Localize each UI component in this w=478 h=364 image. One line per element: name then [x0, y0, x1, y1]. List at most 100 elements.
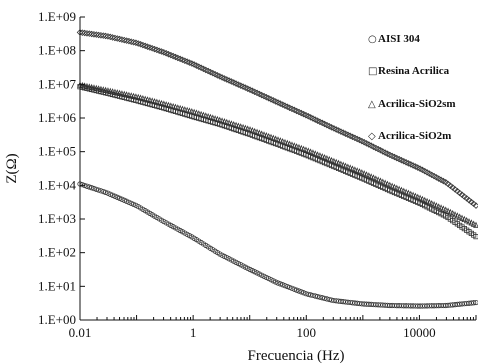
data-point [407, 190, 414, 197]
data-point [468, 219, 475, 226]
data-point [424, 197, 430, 205]
data-point [258, 130, 265, 137]
data-point [277, 281, 283, 287]
data-point [294, 287, 300, 293]
data-point [268, 133, 274, 141]
data-point [412, 192, 419, 199]
data-point [95, 31, 102, 39]
data-point [121, 197, 127, 203]
y-tick-label: 1.E+05 [38, 144, 76, 159]
legend-item: ◇ Acrilica-SiO2m [368, 130, 451, 142]
data-point [221, 118, 228, 125]
data-point [312, 150, 319, 157]
data-point [452, 211, 458, 218]
data-point [84, 183, 90, 189]
data-point [398, 186, 405, 193]
data-point [328, 156, 335, 164]
data-point [207, 113, 214, 120]
data-point [123, 37, 130, 44]
data-point [279, 137, 286, 145]
data-point [340, 161, 347, 168]
data-point [195, 110, 202, 117]
data-point [454, 212, 461, 219]
y-tick-label: 1.E+01 [38, 278, 76, 293]
data-point [254, 128, 260, 135]
data-point [400, 187, 407, 194]
data-point [93, 31, 100, 38]
data-point [345, 163, 351, 170]
data-point [116, 35, 123, 43]
data-point [103, 189, 109, 195]
data-point [342, 162, 349, 169]
data-point [212, 115, 218, 122]
data-point [89, 185, 95, 191]
data-point [287, 284, 293, 291]
data-point [466, 218, 472, 225]
data-point [93, 186, 99, 192]
data-point [228, 120, 235, 127]
series-layer [76, 29, 478, 309]
data-point [249, 126, 256, 134]
data-point [438, 204, 444, 211]
data-point [307, 148, 314, 155]
data-point [384, 180, 391, 187]
data-point [79, 29, 86, 36]
data-point [459, 214, 465, 221]
data-point [310, 292, 316, 299]
x-axis-title: Frecuencia (Hz) [247, 348, 344, 364]
y-tick-label: 1.E+02 [38, 245, 76, 260]
data-point [410, 191, 416, 198]
data-point [289, 141, 295, 148]
data-point [117, 195, 123, 201]
data-point [435, 203, 442, 210]
data-point [128, 200, 134, 206]
data-point [86, 184, 92, 190]
data-point [233, 121, 239, 128]
data-point [382, 179, 388, 186]
data-point [426, 198, 433, 206]
data-point [431, 201, 437, 208]
data-point [403, 188, 409, 195]
data-point [396, 185, 402, 192]
data-point [205, 113, 211, 120]
data-point [216, 116, 223, 123]
data-point [356, 168, 363, 175]
data-point [100, 32, 107, 39]
data-point [261, 131, 267, 138]
data-point [319, 295, 325, 301]
data-point [230, 120, 237, 128]
data-point [96, 187, 102, 193]
y-tick-label: 1.E+09 [38, 9, 76, 24]
data-point [326, 155, 333, 163]
data-point [86, 30, 93, 37]
data-point [111, 34, 119, 42]
y-tick-label: 1.E+07 [38, 76, 77, 91]
data-point [289, 285, 295, 291]
legend-label: Acrilica-SiO2sm [378, 98, 456, 110]
data-point [361, 170, 368, 177]
data-point [414, 193, 421, 200]
data-point [284, 283, 290, 290]
data-point [282, 283, 288, 289]
data-point [314, 151, 321, 158]
y-tick-label: 1.E+03 [38, 211, 76, 226]
data-point [240, 123, 246, 131]
data-point [326, 296, 332, 303]
data-point [112, 193, 118, 199]
data-point [83, 30, 91, 37]
data-point [265, 132, 272, 140]
data-point [359, 169, 365, 176]
data-point [366, 172, 372, 179]
ticks-layer: 1.E+00 1.E+01 1.E+02 1.E+03 1.E+04 1.E+05 1.E+… [38, 9, 477, 340]
legend-label: Acrilica-SiO2m [378, 130, 451, 142]
data-point [296, 288, 302, 294]
legend-square-icon: □ [368, 66, 377, 77]
legend: ○ AISI 304 □ Resina Acrilica △ Acrilica-SiO2s… [368, 33, 456, 142]
data-point [324, 154, 330, 162]
data-point [370, 174, 377, 181]
data-point [256, 129, 263, 136]
data-point [88, 30, 95, 38]
data-point [389, 182, 395, 189]
data-point [456, 213, 463, 220]
